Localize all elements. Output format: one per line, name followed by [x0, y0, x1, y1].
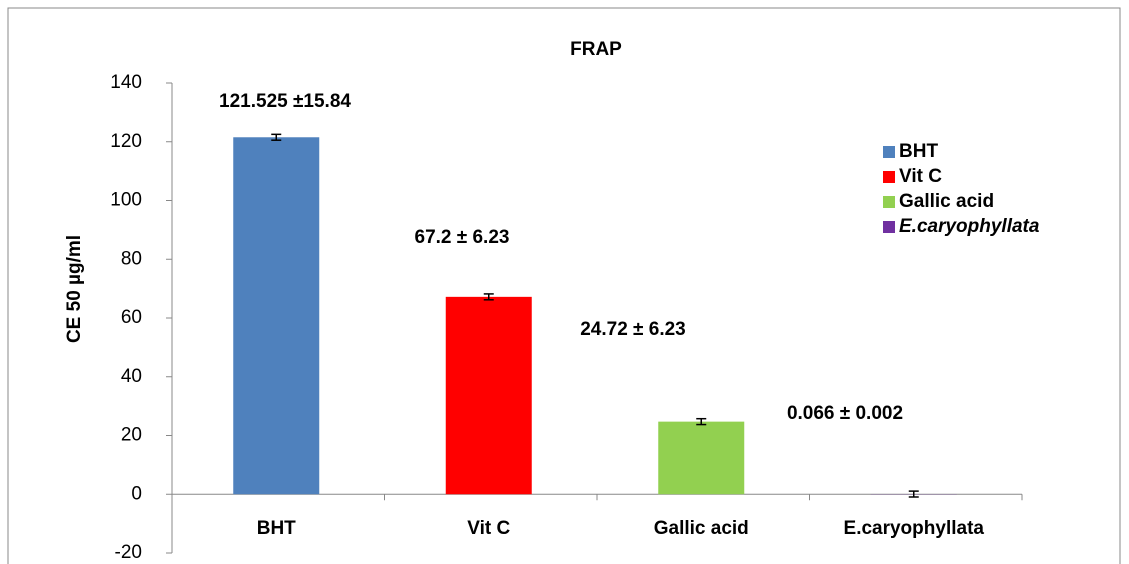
y-tick-label: 140 — [110, 72, 142, 93]
data-label: 0.066 ± 0.002 — [787, 403, 903, 424]
data-label: 24.72 ± 6.23 — [580, 319, 686, 340]
y-tick-label: 120 — [110, 131, 142, 152]
chart-frame — [7, 7, 1121, 564]
x-tick-label: BHT — [257, 518, 296, 539]
legend-label: BHT — [899, 141, 938, 162]
legend-swatch — [883, 146, 895, 158]
y-tick-label: 100 — [110, 190, 142, 211]
x-tick-label: E.caryophyllata — [844, 518, 985, 539]
y-tick-label: 0 — [131, 483, 142, 504]
data-label: 67.2 ± 6.23 — [415, 227, 510, 248]
y-tick-label: 20 — [121, 425, 142, 446]
legend-label: E.caryophyllata — [899, 216, 1040, 237]
legend-swatch — [883, 196, 895, 208]
y-axis-label: CE 50 µg/ml — [64, 235, 85, 343]
bar — [658, 421, 745, 495]
chart-title: FRAP — [570, 39, 622, 60]
bar — [233, 137, 320, 495]
legend-label: Vit C — [899, 166, 942, 187]
legend-swatch — [883, 171, 895, 183]
y-tick-label: 80 — [121, 248, 142, 269]
bar — [445, 296, 532, 495]
data-label: 121.525 ±15.84 — [219, 91, 351, 112]
y-tick-label: -20 — [115, 542, 142, 563]
y-tick-label: 60 — [121, 307, 142, 328]
legend-label: Gallic acid — [899, 191, 994, 212]
x-tick-label: Gallic acid — [654, 518, 749, 539]
x-tick-label: Vit C — [467, 518, 510, 539]
y-tick-label: 40 — [121, 366, 142, 387]
legend-swatch — [883, 221, 895, 233]
